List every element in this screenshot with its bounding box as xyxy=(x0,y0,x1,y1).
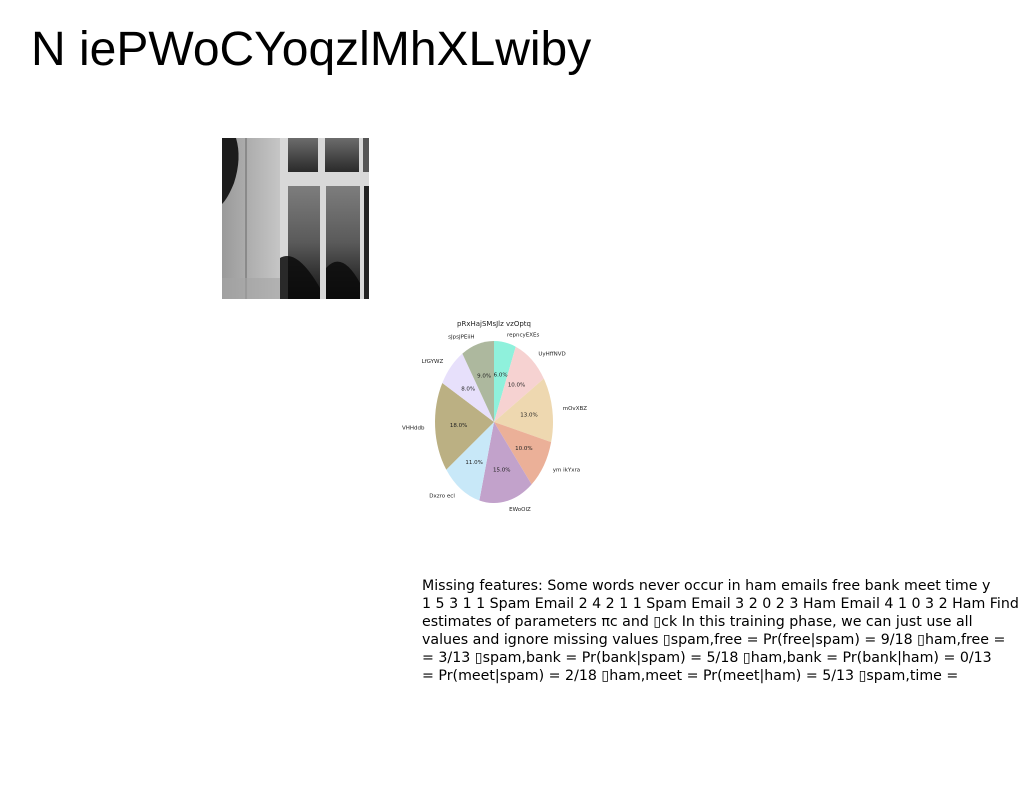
pie-slice-label: mOvXBZ xyxy=(563,406,587,412)
pie-slice xyxy=(479,422,532,503)
pie-slice-label: Dxzro ecl xyxy=(429,494,455,500)
pie-slice xyxy=(494,341,516,422)
pie-slice-percent: 15.0% xyxy=(493,467,510,473)
chart-title: pRxHajSMsJlz vzOptq xyxy=(457,320,531,328)
text-line: = Pr(meet|spam) = 2/18 ▯ham,meet = Pr(me… xyxy=(422,668,959,684)
body-text: Missing features: Some words never occur… xyxy=(422,577,1022,685)
pie-slice-percent: 13.0% xyxy=(520,412,537,418)
pie-slice-label: EWoOlZ xyxy=(509,507,531,513)
pie-slice-label: VHHddb xyxy=(402,426,425,432)
pie-slice xyxy=(494,422,552,485)
pie-slice-percent: 18.0% xyxy=(450,423,467,429)
page-title: N iePWoCYoqzlMhXLwiby xyxy=(31,23,592,76)
pie-slice xyxy=(446,422,494,501)
window-photo xyxy=(222,138,369,299)
pie-slice xyxy=(442,353,494,422)
pie-slice-label: LfGYWZ xyxy=(422,359,444,365)
pie-slice-label: repncyEXEs xyxy=(507,332,539,338)
pie-slice xyxy=(494,346,544,422)
pie-slice-percent: 8.0% xyxy=(461,387,475,393)
pie-slice-percent: 6.0% xyxy=(494,372,508,378)
text-line: = 3/13 ▯spam,bank = Pr(bank|spam) = 5/18… xyxy=(422,650,992,666)
pie-slice xyxy=(462,341,494,422)
pie-slice-percent: 10.0% xyxy=(515,446,532,452)
pie-slice-percent: 11.0% xyxy=(465,460,482,466)
pie-slice xyxy=(494,378,553,443)
pie-slice-label: ym ikYxra xyxy=(553,468,580,474)
text-line: Missing features: Some words never occur… xyxy=(422,578,991,594)
pie-slice-percent: 9.0% xyxy=(477,373,491,379)
pie-slice-percent: 10.0% xyxy=(508,383,525,389)
pie-chart: pRxHajSMsJlz vzOptq 6.0% repncyEXEs 10.0% U… xyxy=(400,316,590,516)
text-line: estimates of parameters πc and ▯ck In th… xyxy=(422,614,973,630)
text-line: 1 5 3 1 1 Spam Email 2 4 2 1 1 Spam Emai… xyxy=(422,596,1019,612)
text-line: values and ignore missing values ▯spam,f… xyxy=(422,632,1006,648)
pie-slice xyxy=(435,382,494,470)
pie-slice-label: sJpsJPEiiH xyxy=(448,334,474,340)
pie-slice-label: UyHffNVD xyxy=(538,351,565,357)
